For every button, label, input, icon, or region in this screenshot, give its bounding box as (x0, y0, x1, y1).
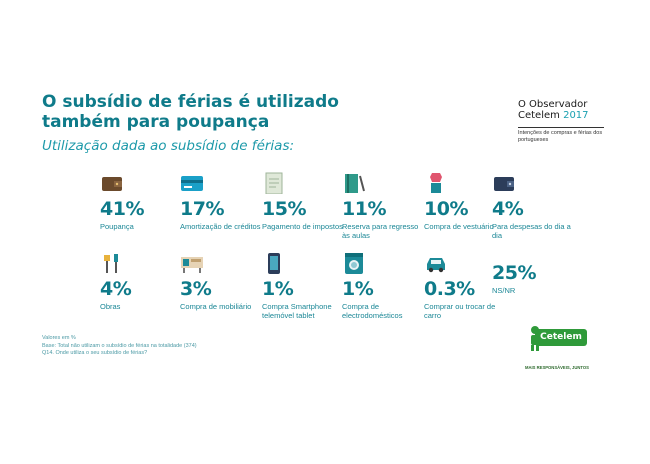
wallet-icon (102, 177, 122, 191)
page-title: O subsídio de férias é utilizado também … (42, 92, 339, 132)
brand-year: 2017 (563, 110, 589, 121)
wallet-dark-icon (494, 177, 514, 191)
data-category-label: Compra de vestuário (424, 222, 494, 231)
clothes-icon (430, 173, 442, 193)
data-category-label: Compra Smartphone telemóvel tablet (262, 302, 332, 320)
data-value-label: 25% (492, 262, 536, 284)
notebook-icon (345, 174, 365, 193)
data-category-label: NS/NR (492, 286, 516, 295)
smartphone-icon (268, 253, 280, 274)
footnotes: Valores em % Base: Total não utilizam o … (42, 335, 197, 358)
data-value-label: 41% (100, 198, 144, 220)
brand-block: O Observador Cetelem 2017 Intenções de c… (518, 99, 618, 144)
data-value-label: 4% (492, 198, 524, 220)
footnote-2: Base: Total não utilizam o subsídio de f… (42, 342, 197, 349)
data-category-label: Reserva para regresso às aulas (342, 222, 419, 240)
data-category-label: Comprar ou trocar de carro (424, 302, 496, 320)
data-category-label: Amortização de créditos (180, 222, 261, 231)
cetelem-logo: Cetelem MAIS RESPONSÁVEIS, JUNTOS (525, 325, 595, 375)
brand-name: Cetelem (518, 110, 560, 121)
data-value-label: 10% (424, 198, 468, 220)
data-value-label: 3% (180, 278, 212, 300)
footnote-3: Q14. Onde utiliza o seu subsídio de féri… (42, 350, 148, 356)
data-category-label: Obras (100, 302, 121, 311)
tools-icon (104, 254, 118, 273)
data-value-label: 0.3% (424, 278, 475, 300)
data-category-label: Poupança (100, 222, 134, 231)
credit-card-icon (181, 176, 203, 191)
data-value-label: 11% (342, 198, 386, 220)
data-value-label: 1% (342, 278, 374, 300)
furniture-icon (181, 257, 203, 273)
tax-document-icon (265, 172, 283, 194)
data-value-label: 4% (100, 278, 132, 300)
brand-line1: O Observador (518, 99, 588, 110)
brand-line2: Cetelem 2017 (518, 110, 618, 121)
data-category-label: Compra de mobiliário (180, 302, 252, 311)
page-subtitle: Utilização dada ao subsídio de férias: (42, 138, 295, 154)
logo-badge: Cetelem (535, 329, 587, 346)
logo-mascot-icon (531, 326, 539, 351)
data-category-label: Para despesas do dia a dia (492, 222, 571, 240)
footnote-1: Valores em % (42, 335, 76, 341)
data-category-label: Pagamento de impostos (262, 222, 343, 231)
brand-tagline: Intenções de compras e férias dos portug… (518, 127, 604, 144)
washing-machine-icon (345, 253, 363, 274)
data-value-label: 17% (180, 198, 224, 220)
data-value-label: 15% (262, 198, 306, 220)
logo-tagline: MAIS RESPONSÁVEIS, JUNTOS (525, 365, 589, 370)
car-icon (427, 258, 445, 273)
data-value-label: 1% (262, 278, 294, 300)
data-category-label: Compra de electrodomésticos (342, 302, 403, 320)
